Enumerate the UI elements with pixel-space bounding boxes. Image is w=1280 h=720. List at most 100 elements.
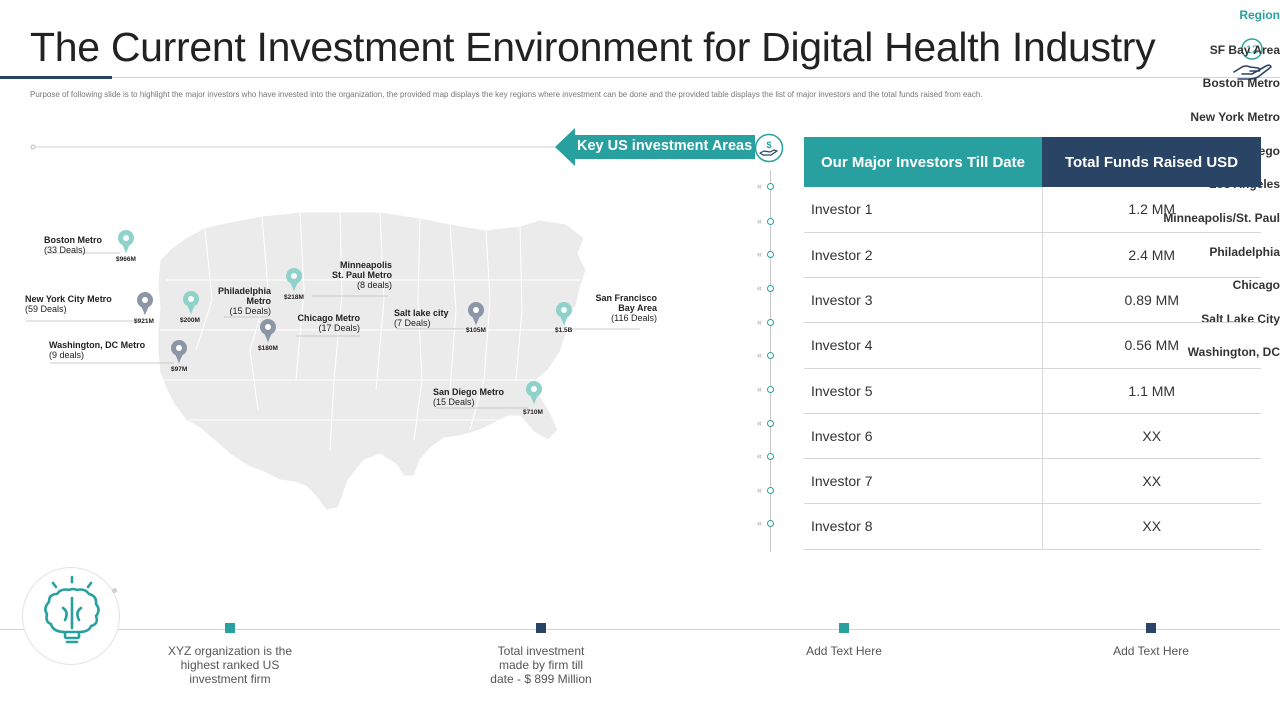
marker-label-san-diego: San Diego Metro (15 Deals)	[433, 387, 505, 407]
map-top-rule-dot	[30, 144, 36, 150]
table-row: Investor 4 0.56 MM	[804, 322, 1261, 369]
timeline-marker	[536, 623, 546, 633]
region-list-line	[770, 170, 771, 552]
svg-text:$: $	[766, 140, 771, 150]
investor-funds: 0.56 MM	[1042, 322, 1261, 369]
marker-amount-chicago: $180M	[258, 345, 278, 352]
timeline-decor-dot	[112, 588, 117, 593]
region-dot	[767, 487, 774, 494]
marker-amount-philadelphia: $200M	[180, 317, 200, 324]
region-header: Region	[1239, 8, 1280, 22]
investor-funds: 0.89 MM	[1042, 277, 1261, 324]
timeline-marker	[1146, 623, 1156, 633]
pin-icon	[468, 302, 484, 326]
money-hand-icon: $	[754, 133, 784, 163]
region-dot	[767, 285, 774, 292]
marker-amount-new-york: $921M	[134, 318, 154, 325]
marker-label-washington: Washington, DC Metro (9 deals)	[49, 340, 146, 360]
chevron-left-icon: «	[757, 384, 763, 394]
chevron-left-icon: «	[757, 485, 763, 495]
investor-name: Investor 4	[804, 322, 1043, 369]
marker-label-minneapolis: Minneapolis St. Paul Metro (8 deals)	[331, 260, 392, 290]
marker-amount-san-diego: $710M	[523, 409, 543, 416]
investor-funds: 2.4 MM	[1042, 232, 1261, 279]
pin-icon	[137, 292, 153, 316]
investor-name: Investor 3	[804, 277, 1043, 324]
pin-icon	[118, 230, 134, 254]
region-dot	[767, 386, 774, 393]
table-row: Investor 6 XX	[804, 413, 1261, 460]
map-pins	[118, 230, 572, 405]
chevron-left-icon: «	[757, 451, 763, 461]
region-dot	[767, 218, 774, 225]
investor-name: Investor 5	[804, 368, 1043, 414]
table-row: Investor 8 XX	[804, 503, 1261, 550]
table-row: Investor 3 0.89 MM	[804, 277, 1261, 324]
region-item: New York Metro	[1190, 110, 1280, 124]
pin-icon	[260, 319, 276, 343]
region-dot	[767, 183, 774, 190]
callout-lines	[26, 252, 640, 409]
pin-icon	[286, 268, 302, 292]
investor-funds: XX	[1042, 413, 1261, 460]
investor-name: Investor 6	[804, 413, 1043, 460]
region-item: SF Bay Area	[1209, 43, 1280, 57]
region-dot	[767, 420, 774, 427]
hand-with-number-icon: 12	[1233, 38, 1272, 80]
marker-amount-washington: $97M	[171, 366, 188, 373]
us-map-shape	[157, 211, 587, 511]
timeline-text: Add Text Here	[806, 644, 882, 658]
marker-amount-salt-lake: $105M	[466, 327, 486, 334]
marker-amount-san-francisco: $1.5B	[555, 327, 573, 334]
title-divider-accent	[0, 76, 112, 79]
timeline-text: XYZ organization is the highest ranked U…	[167, 644, 293, 686]
investor-name: Investor 1	[804, 187, 1043, 233]
table-row: Investor 1 1.2 MM	[804, 187, 1261, 233]
pin-icon	[183, 291, 199, 315]
chevron-left-icon: «	[757, 181, 763, 191]
investor-name: Investor 2	[804, 232, 1043, 279]
timeline-marker	[225, 623, 235, 633]
region-dot	[767, 520, 774, 527]
key-areas-label: Key US investment Areas	[577, 138, 753, 154]
table-row: Investor 5 1.1 MM	[804, 368, 1261, 414]
pin-icon	[556, 302, 572, 326]
investor-table: Our Major Investors Till Date Total Fund…	[804, 137, 1261, 550]
title-divider	[0, 77, 1280, 78]
marker-label-salt-lake: Salt lake city (7 Deals)	[394, 308, 449, 328]
region-dot	[767, 251, 774, 258]
region-dot	[767, 319, 774, 326]
table-row: Investor 2 2.4 MM	[804, 232, 1261, 279]
timeline-line	[0, 629, 1280, 630]
marker-amount-minneapolis: $218M	[284, 294, 304, 301]
page-title: The Current Investment Environment for D…	[30, 24, 1156, 70]
chevron-left-icon: «	[757, 249, 763, 259]
page-subtitle: Purpose of following slide is to highlig…	[30, 90, 983, 99]
marker-label-san-francisco: San Francisco Bay Area (116 Deals)	[595, 293, 657, 323]
table-row: Investor 7 XX	[804, 458, 1261, 505]
funds-column-header: Total Funds Raised USD	[1042, 137, 1261, 187]
brain-lightbulb-icon	[44, 575, 100, 644]
chevron-left-icon: «	[757, 350, 763, 360]
region-dot	[767, 352, 774, 359]
page-number: 12	[1246, 44, 1258, 56]
marker-label-philadelphia: Philadelphia Metro (15 Deals)	[217, 286, 271, 316]
table-header-row: Our Major Investors Till Date Total Fund…	[804, 137, 1261, 187]
region-dot	[767, 453, 774, 460]
chevron-left-icon: «	[757, 518, 763, 528]
investor-funds: 1.1 MM	[1042, 368, 1261, 414]
marker-amount-boston: $966M	[116, 256, 136, 263]
pin-icon	[171, 340, 187, 364]
chevron-left-icon: «	[757, 216, 763, 226]
investor-name: Investor 8	[804, 503, 1043, 550]
chevron-left-icon: «	[757, 283, 763, 293]
state-borders	[160, 211, 580, 451]
us-map	[26, 144, 640, 511]
timeline-text: Add Text Here	[1113, 644, 1189, 658]
chevron-left-icon: «	[757, 317, 763, 327]
marker-label-boston: Boston Metro (33 Deals)	[44, 235, 102, 255]
region-item: Boston Metro	[1202, 76, 1280, 90]
chevron-left-icon: «	[757, 418, 763, 428]
pin-icon	[526, 381, 542, 405]
investor-funds: 1.2 MM	[1042, 187, 1261, 233]
